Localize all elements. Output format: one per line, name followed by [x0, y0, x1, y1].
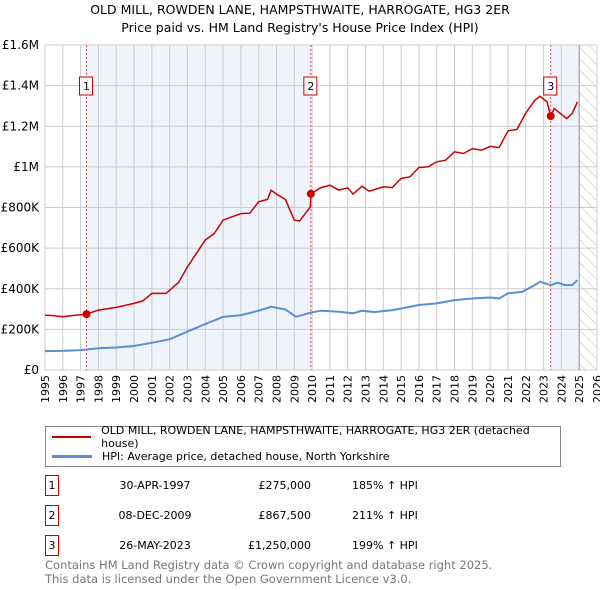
- hpi-line: [44, 279, 579, 353]
- y-tick-label: £1.6M: [2, 38, 39, 52]
- x-tick-label: 2014: [377, 375, 390, 403]
- x-tick-label: 2007: [253, 375, 266, 403]
- sale-hpi: 185% ↑ HPI: [352, 479, 418, 492]
- sale-label-box: [543, 76, 558, 96]
- sale-point: [306, 189, 315, 198]
- sale-marker-badge: 1: [45, 475, 59, 496]
- x-tick-label: 2003: [181, 375, 194, 403]
- footer: Contains HM Land Registry data © Crown c…: [45, 558, 492, 586]
- x-tick-label: 2025: [573, 375, 586, 403]
- sale-label-box: [78, 76, 93, 96]
- y-tick-label: £0: [24, 363, 39, 377]
- sale-point: [82, 310, 91, 319]
- legend: OLD MILL, ROWDEN LANE, HAMPSTHWAITE, HAR…: [45, 424, 561, 467]
- legend-item-property: OLD MILL, ROWDEN LANE, HAMPSTHWAITE, HAR…: [52, 424, 560, 450]
- x-tick-label: 2015: [395, 375, 408, 403]
- x-tick-label: 2016: [413, 375, 426, 403]
- x-tick-label: 2022: [520, 375, 533, 403]
- x-tick-label: 2020: [484, 375, 497, 403]
- x-tick-label: 2002: [164, 375, 177, 403]
- y-tick-label: £1.2M: [2, 119, 39, 133]
- legend-label: OLD MILL, ROWDEN LANE, HAMPSTHWAITE, HAR…: [101, 424, 530, 450]
- x-tick-label: 1999: [110, 375, 123, 403]
- sale-date: 26-MAY-2023: [119, 539, 191, 552]
- y-tick-label: £200K: [1, 322, 41, 336]
- legend-swatch-red: [52, 436, 92, 438]
- x-tick-label: 2019: [466, 375, 479, 403]
- x-tick-label: 2017: [431, 375, 444, 403]
- sale-point: [546, 112, 555, 121]
- sale-label-box: [303, 76, 318, 96]
- legend-swatch-blue: [52, 454, 92, 458]
- sale-label: 1: [83, 80, 90, 93]
- sale-hpi: 211% ↑ HPI: [352, 509, 418, 522]
- x-tick-label: 2005: [217, 375, 230, 403]
- x-tick-label: 2006: [235, 375, 248, 403]
- x-tick-label: 2000: [128, 375, 141, 403]
- sale-price: £1,250,000: [248, 539, 311, 552]
- chart-subtitle: Price paid vs. HM Land Registry's House …: [121, 20, 479, 35]
- x-tick-label: 2001: [146, 375, 159, 403]
- sale-price: £275,000: [258, 479, 312, 492]
- footer-copyright: Contains HM Land Registry data © Crown c…: [45, 558, 493, 572]
- x-tick-label: 2013: [360, 375, 373, 403]
- y-tick-label: £800K: [1, 201, 41, 215]
- x-tick-label: 2012: [342, 375, 355, 403]
- x-tick-label: 2026: [591, 375, 600, 403]
- y-tick-label: £400K: [1, 282, 41, 296]
- legend-item-hpi: HPI: Average price, detached house, Nort…: [52, 448, 390, 464]
- price-chart: 1995 1996 1997 1998 1999 2000 2001 2002 2003 2004…: [1, 38, 600, 403]
- sale-price: £867,500: [258, 509, 312, 522]
- x-tick-label: 1997: [75, 375, 88, 403]
- sale-label: 2: [307, 80, 314, 93]
- x-tick-label: 1995: [39, 375, 52, 403]
- x-tick-label: 2009: [288, 375, 301, 403]
- x-tick-label: 2008: [270, 375, 283, 403]
- sale-marker-badge: 3: [45, 535, 59, 556]
- legend-label: HPI: Average price, detached house, Nort…: [102, 449, 390, 463]
- x-tick-label: 2023: [538, 375, 551, 403]
- x-tick-label: 2024: [555, 375, 568, 403]
- y-tick-label: £1M: [13, 160, 39, 174]
- sale-row: 2 08-DEC-2009 £867,500 211% ↑ HPI: [45, 505, 445, 527]
- x-tick-label: 2010: [306, 375, 319, 403]
- x-tick-label: 1998: [92, 375, 105, 403]
- x-tick-label: 2021: [502, 375, 515, 403]
- x-tick-label: 1996: [57, 375, 70, 403]
- x-tick-label: 2011: [324, 375, 337, 403]
- x-tick-label: 2018: [449, 375, 462, 403]
- property-price-line: [44, 95, 579, 318]
- footer-licence: This data is licensed under the Open Gov…: [45, 572, 412, 586]
- y-tick-label: £600K: [1, 241, 41, 255]
- sale-hpi: 199% ↑ HPI: [352, 539, 418, 552]
- sale-marker-badge: 2: [45, 505, 59, 526]
- sale-row: 3 26-MAY-2023 £1,250,000 199% ↑ HPI: [45, 535, 445, 557]
- sale-date: 30-APR-1997: [119, 479, 191, 492]
- sale-date: 08-DEC-2009: [118, 509, 192, 522]
- x-tick-label: 2004: [199, 375, 212, 403]
- sale-row: 1 30-APR-1997 £275,000 185% ↑ HPI: [45, 475, 445, 497]
- sale-label: 3: [547, 80, 554, 93]
- y-tick-label: £1.4M: [2, 79, 39, 93]
- chart-title: OLD MILL, ROWDEN LANE, HAMPSTHWAITE, HAR…: [90, 2, 510, 17]
